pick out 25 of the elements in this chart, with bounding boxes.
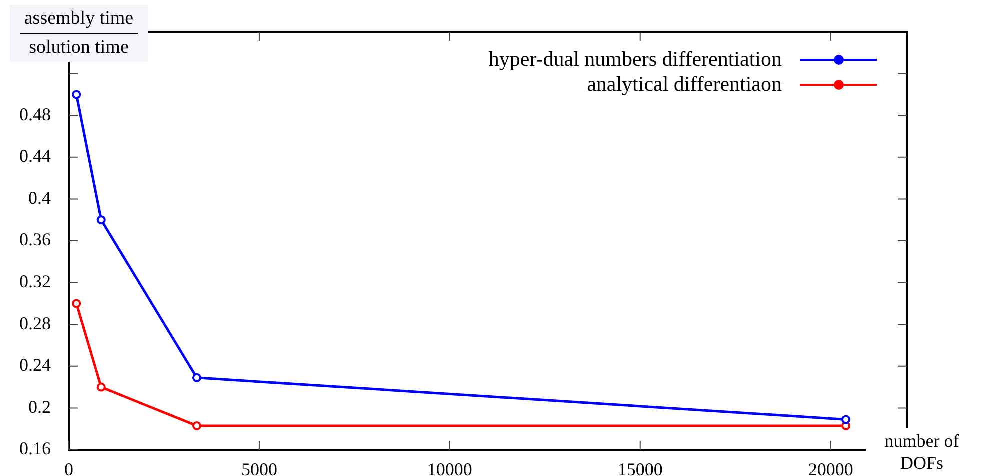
y-tick-label: 0.44 xyxy=(20,146,51,166)
x-tick-label: 0 xyxy=(64,460,74,476)
point xyxy=(842,415,851,424)
x-axis-title: number of DOFs xyxy=(866,428,978,474)
point xyxy=(192,421,202,430)
y-tick-label: 0.28 xyxy=(20,313,51,334)
x-tick-label: 5000 xyxy=(241,460,278,476)
legend-label: hyper-dual numbers differentiation xyxy=(488,47,782,72)
x-tick-label: 15000 xyxy=(618,460,663,476)
legend-label: analytical differentiaon xyxy=(587,72,782,97)
point xyxy=(96,382,106,392)
point xyxy=(96,216,106,225)
y-tick-label: 0.32 xyxy=(20,272,51,292)
y-tick-label: 0.48 xyxy=(20,104,51,124)
x-tick-label: 20000 xyxy=(808,460,854,476)
point xyxy=(72,90,82,100)
y-tick-label: 0.4 xyxy=(28,188,51,208)
point xyxy=(72,299,82,308)
y-tick-label: 0.2 xyxy=(28,396,51,417)
point xyxy=(192,373,202,382)
y-tick-label: 0.16 xyxy=(20,438,51,459)
x-tick-label: 10000 xyxy=(427,460,472,476)
y-tick-label: 0.24 xyxy=(20,355,51,376)
y-tick-label: 0.36 xyxy=(20,230,51,250)
y-axis-title: assembly time solution time xyxy=(10,7,148,60)
